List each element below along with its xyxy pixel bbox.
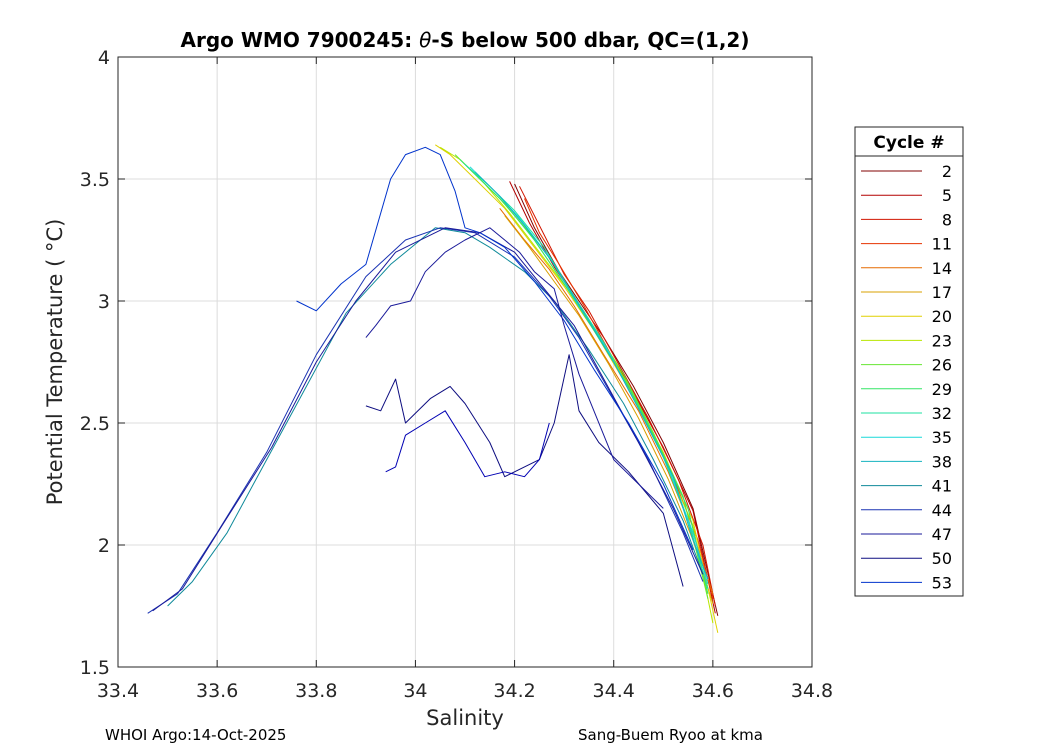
footer-left: WHOI Argo:14-Oct-2025 <box>105 726 286 744</box>
y-tick-label: 3 <box>98 291 110 313</box>
legend-label-32: 32 <box>932 404 952 423</box>
legend-label-17: 17 <box>932 283 952 302</box>
series-line-cycle-53b <box>385 410 550 478</box>
series-line-cycle-53 <box>296 146 694 551</box>
title-suffix: -S below 500 dbar, QC=(1,2) <box>431 28 749 52</box>
series-lines <box>147 144 719 633</box>
x-tick-label: 33.4 <box>97 680 139 702</box>
legend-label-26: 26 <box>932 356 952 375</box>
legend-label-44: 44 <box>932 501 952 520</box>
x-tick-label: 34.2 <box>493 680 535 702</box>
legend: Cycle # 2 5 8 11 14 17 20 23 26 29 32 35 38 41 44 47 50 5… <box>854 126 964 597</box>
x-tick-label: 33.6 <box>196 680 238 702</box>
x-tick-label: 34.8 <box>791 680 833 702</box>
y-tick-label: 3.5 <box>80 169 110 191</box>
y-tick-label: 4 <box>98 47 110 69</box>
legend-label-38: 38 <box>932 452 952 471</box>
series-line-cycle-41 <box>167 227 704 607</box>
series-line-cycle-17 <box>504 215 714 604</box>
x-tick-label: 34.4 <box>593 680 635 702</box>
legend-label-5: 5 <box>942 186 952 205</box>
x-tick-label: 34.6 <box>692 680 734 702</box>
legend-label-29: 29 <box>932 380 952 399</box>
y-axis-label: Potential Temperature ( °C) <box>43 219 67 506</box>
legend-box <box>854 126 964 597</box>
legend-label-8: 8 <box>942 210 952 229</box>
plot-area: 33.4 33.6 33.8 34 34.2 34.4 34.6 34.8 1.522.533… <box>80 47 833 702</box>
legend-label-20: 20 <box>932 307 952 326</box>
x-tick-label: 33.8 <box>295 680 337 702</box>
title-prefix: Argo WMO 7900245: <box>181 28 420 52</box>
series-line-cycle-50 <box>365 354 684 587</box>
y-tick-label: 2.5 <box>80 413 110 435</box>
legend-items: 2 5 8 11 14 17 20 23 26 29 32 35 38 41 44 47 50 53 <box>861 162 952 592</box>
title-theta: θ <box>419 28 431 52</box>
legend-label-35: 35 <box>932 428 952 447</box>
series-line-cycle-8 <box>519 186 716 607</box>
x-tick-label: 34 <box>403 680 427 702</box>
footer-right: Sang-Buem Ryoo at kma <box>578 726 763 744</box>
chart-title: Argo WMO 7900245: θ-S below 500 dbar, QC… <box>181 28 750 52</box>
series-line-cycle-38 <box>474 171 709 580</box>
y-axis-ticks: 1.5 2 2.5 3 3.5 4 <box>80 47 812 679</box>
legend-label-53: 53 <box>932 573 952 592</box>
legend-label-23: 23 <box>932 331 952 350</box>
legend-label-2: 2 <box>942 162 952 181</box>
legend-label-41: 41 <box>932 477 952 496</box>
y-tick-label: 2 <box>98 535 110 557</box>
y-tick-label: 1.5 <box>80 657 110 679</box>
legend-label-50: 50 <box>932 549 952 568</box>
plot-frame <box>117 56 813 668</box>
series-line-cycle-47b <box>365 227 664 509</box>
plot-background <box>118 57 812 667</box>
legend-title: Cycle # <box>873 133 944 153</box>
x-axis-ticks: 33.4 33.6 33.8 34 34.2 34.4 34.6 34.8 <box>97 57 833 702</box>
x-axis-label: Salinity <box>426 706 504 730</box>
legend-label-11: 11 <box>932 235 952 254</box>
legend-label-14: 14 <box>932 259 952 278</box>
legend-label-47: 47 <box>932 525 952 544</box>
